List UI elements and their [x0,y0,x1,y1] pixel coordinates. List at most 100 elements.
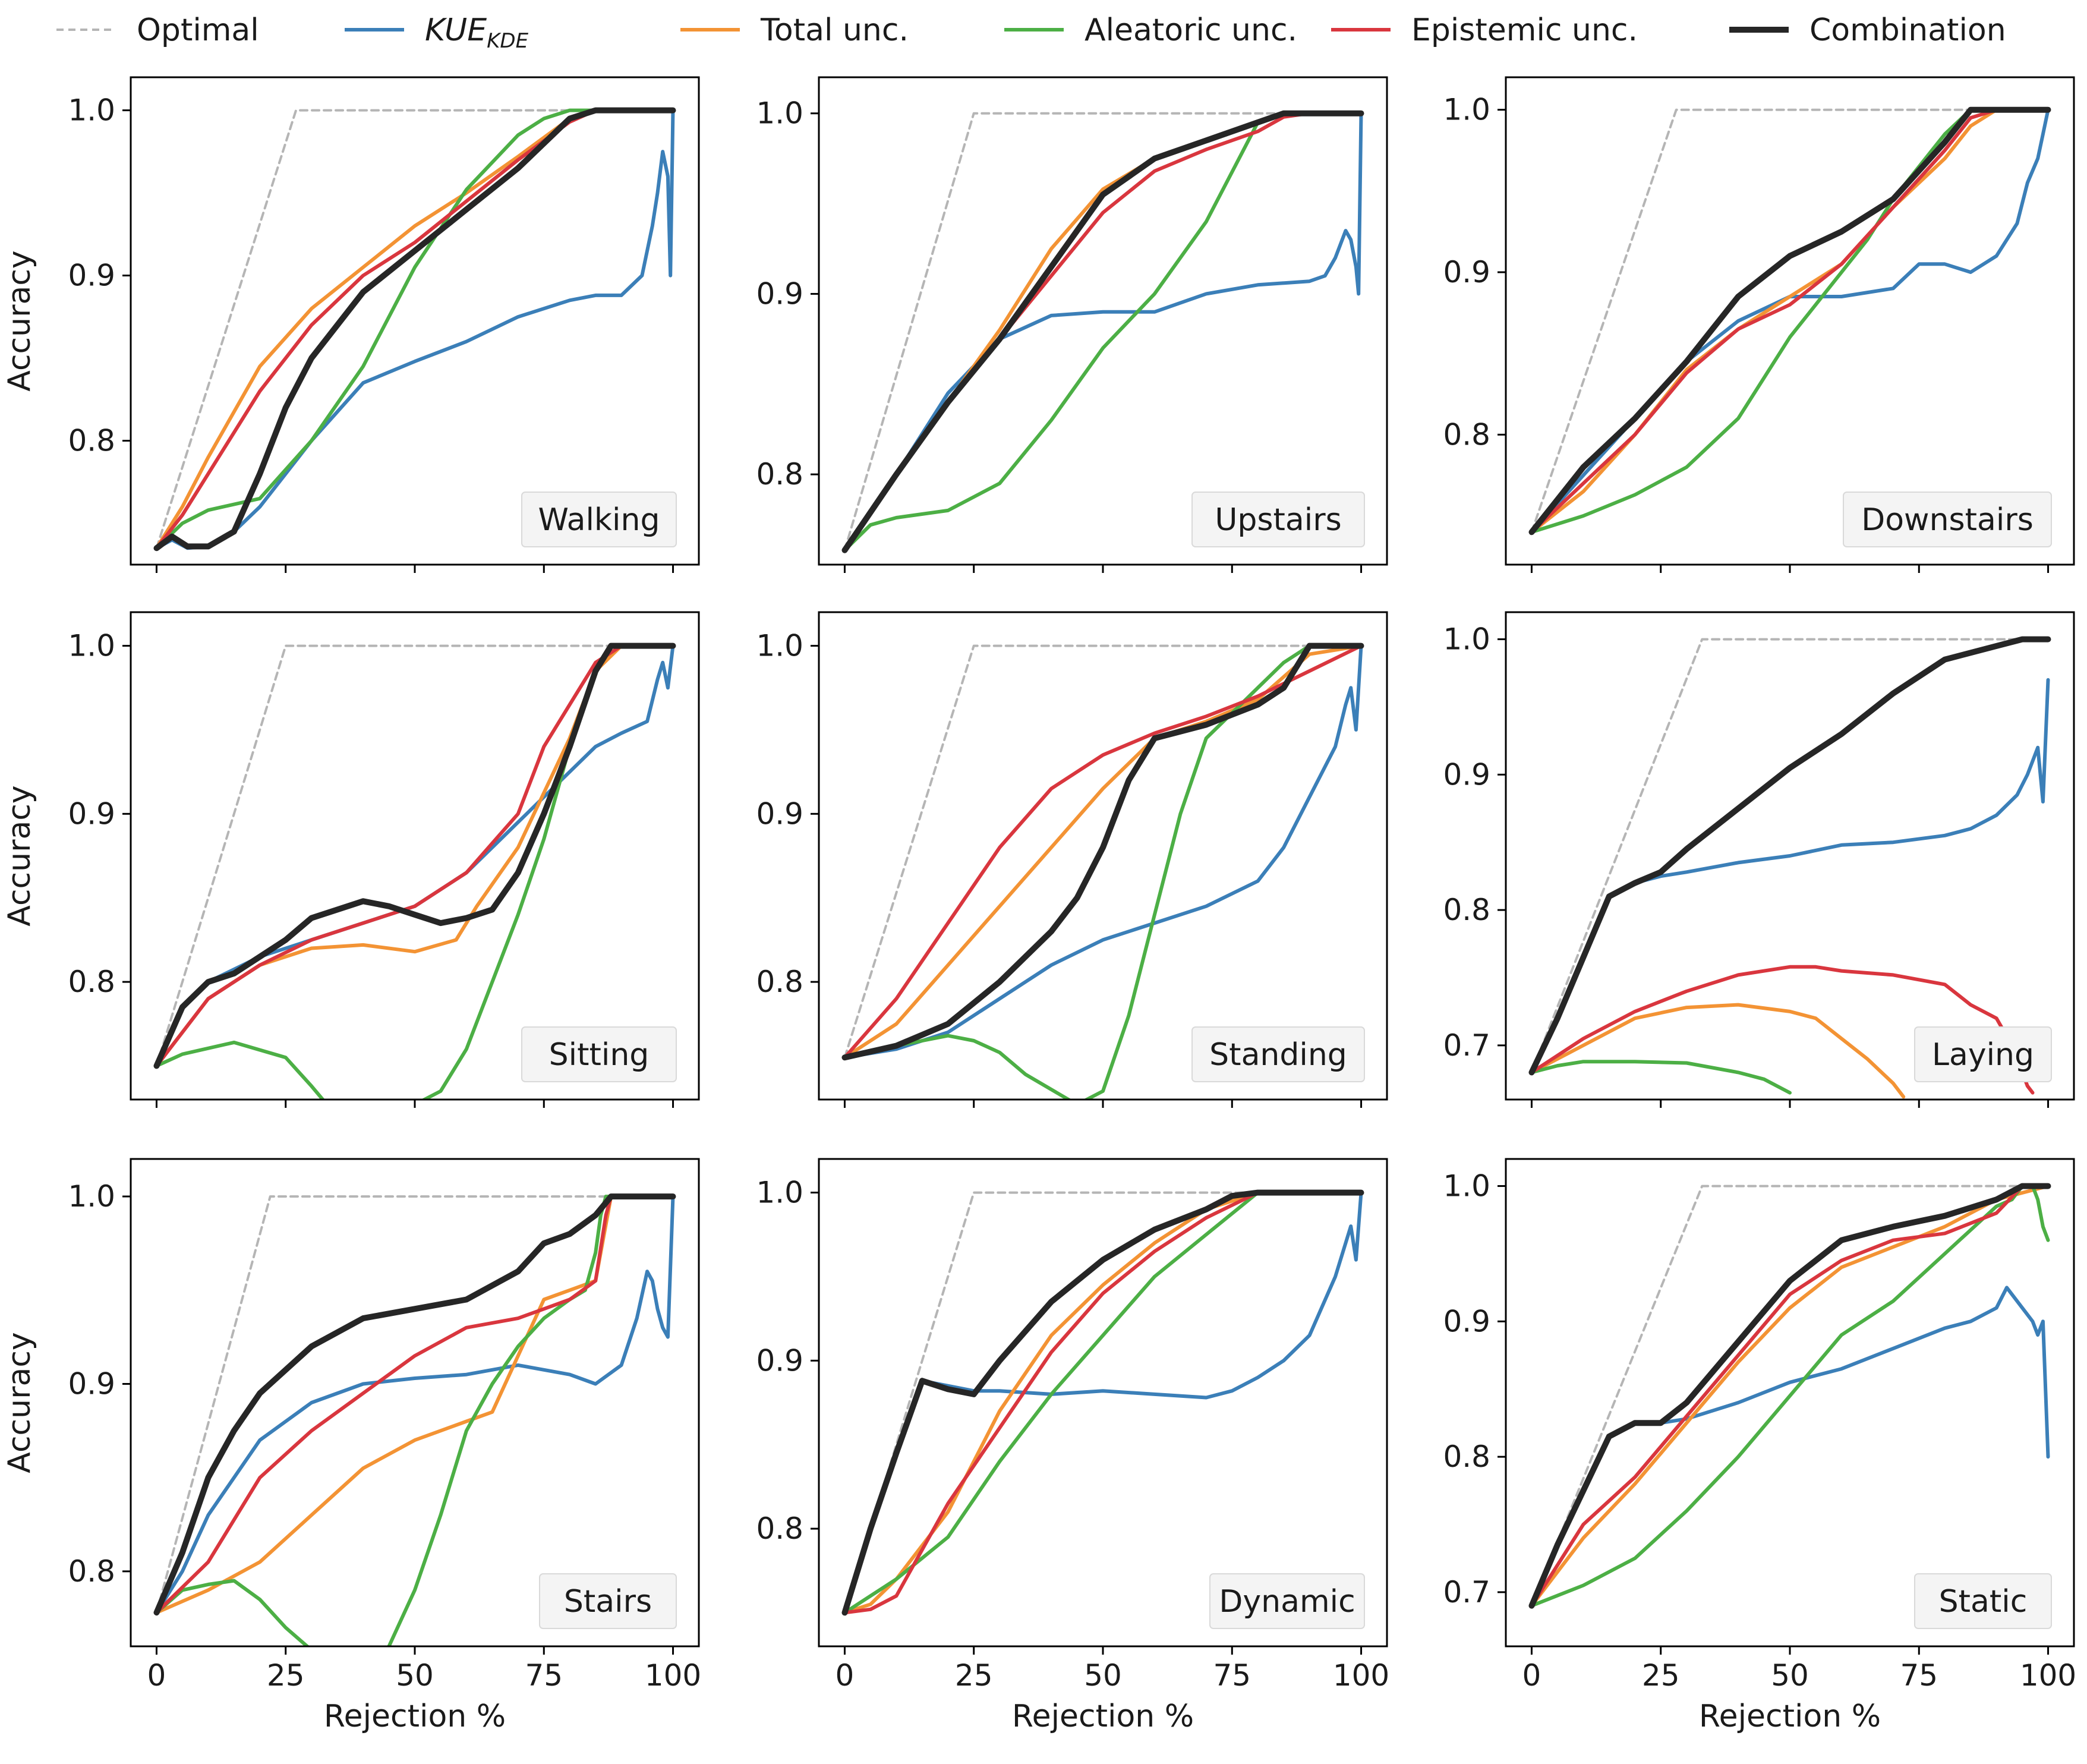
series-total-unc-downstairs [1530,108,2050,534]
series-total-unc-standing [843,644,1363,1060]
series-epistemic-unc-standing [843,644,1363,1060]
x-tick-label-dynamic-0: 0 [836,1658,855,1693]
series-total-unc-laying [1530,1003,1906,1099]
series-combination-walking [153,107,676,552]
y-tick-label-walking-0.9: 0.9 [68,259,115,293]
x-tick-label-stairs-50: 50 [396,1658,434,1693]
x-axis-label-static: Rejection % [1699,1699,1881,1734]
panel-label-stairs: Stairs [539,1573,677,1629]
series-kue-kde-walking [155,108,675,550]
series-kue-kde-laying [1530,678,2050,1075]
y-tick-label-laying-0.9: 0.9 [1443,757,1490,792]
series-aleatoric-unc-standing [843,644,1363,1100]
y-tick-label-upstairs-0.9: 0.9 [756,276,803,311]
panel-label-sitting: Sitting [521,1026,677,1082]
x-tick-label-dynamic-100: 100 [1333,1658,1389,1693]
series-total-unc-walking [155,108,675,550]
y-tick-label-sitting-0.8: 0.8 [68,965,115,999]
panel-label-static: Static [1914,1573,2052,1629]
series-kue-kde-standing [843,644,1363,1060]
y-tick-label-standing-0.8: 0.8 [756,965,803,999]
series-epistemic-unc-upstairs [843,111,1363,552]
y-tick-label-static-0.9: 0.9 [1443,1304,1490,1338]
panel-label-box-sitting [521,1026,677,1082]
panel-label-box-static [1914,1573,2052,1629]
y-tick-label-stairs-1.0: 1.0 [68,1179,115,1214]
panel-label-upstairs: Upstairs [1191,492,1365,547]
y-tick-label-standing-0.9: 0.9 [756,796,803,831]
y-tick-label-walking-1.0: 1.0 [68,93,115,128]
x-tick-label-static-25: 25 [1642,1658,1680,1693]
y-tick-label-dynamic-1.0: 1.0 [756,1176,803,1210]
series-optimal-downstairs [1530,108,2050,534]
series-total-unc-sitting [155,644,675,1068]
series-combination-stairs [153,1193,676,1616]
panel-series-sitting [153,642,676,1100]
y-tick-label-downstairs-0.8: 0.8 [1443,417,1490,452]
y-tick-label-stairs-0.9: 0.9 [68,1366,115,1401]
y-tick-label-laying-0.8: 0.8 [1443,893,1490,927]
series-aleatoric-unc-walking [155,108,675,550]
series-optimal-sitting [155,644,674,1067]
panel-label-dynamic: Dynamic [1209,1573,1365,1629]
legend-label-aleatoric-unc: Aleatoric unc. [1085,12,1297,48]
y-tick-label-stairs-0.8: 0.8 [68,1554,115,1589]
panel-label-box-laying [1914,1026,2052,1082]
panel-label-box-stairs [539,1573,677,1629]
series-aleatoric-unc-stairs [155,1195,675,1646]
panel-label-standing: Standing [1191,1026,1365,1082]
series-optimal-standing [843,644,1363,1059]
series-optimal-walking [155,109,674,550]
panel-label-box-walking [521,492,677,547]
panel-label-text-downstairs: Downstairs [1861,502,2034,538]
y-tick-label-walking-0.8: 0.8 [68,424,115,458]
panel-sitting: 0.8 0.9 1.0 Accuracy Sitting [2,611,700,1108]
y-axis-label-sitting: Accuracy [2,785,37,926]
panel-label-text-stairs: Stairs [564,1584,652,1620]
panel-downstairs: 0.8 0.9 1.0 Downstairs [1443,76,2075,573]
series-kue-kde-sitting [155,644,675,1068]
x-tick-label-dynamic-25: 25 [955,1658,993,1693]
panel-label-text-dynamic: Dynamic [1219,1584,1355,1620]
y-tick-label-downstairs-1.0: 1.0 [1443,93,1490,127]
panel-label-text-upstairs: Upstairs [1215,502,1341,538]
series-combination-standing [841,642,1364,1061]
y-axis-label-stairs: Accuracy [2,1332,37,1473]
x-axis-label-dynamic: Rejection % [1012,1699,1194,1734]
x-tick-label-stairs-75: 75 [525,1658,563,1693]
legend-entry-optimal: Optimal [56,12,259,48]
panel-label-walking: Walking [521,492,677,547]
panel-label-box-dynamic [1209,1573,1365,1629]
y-tick-label-sitting-0.9: 0.9 [68,796,115,831]
panel-laying: 0.7 0.8 0.9 1.0 Laying [1443,611,2075,1108]
panel-label-box-upstairs [1191,492,1365,547]
y-axis-label-walking: Accuracy [2,250,37,391]
legend-entry-kue-kde: KUEKDE [345,12,529,53]
y-tick-label-static-1.0: 1.0 [1443,1169,1490,1204]
panels: 0.8 0.9 1.0 Accuracy Walking 0.8 0.9 1.0 Upstair… [2,76,2076,1734]
panel-dynamic: 0.8 0.9 1.0 0 25 50 75 100 Rejection % Dynamic [756,1158,1389,1734]
series-aleatoric-unc-static [1530,1184,2050,1608]
series-kue-kde-static [1530,1286,2050,1608]
legend-label-total-unc: Total unc. [760,12,909,48]
legend-label-kue-kde: KUEKDE [425,12,529,53]
x-tick-label-dynamic-50: 50 [1084,1658,1122,1693]
panel-series-downstairs [1528,106,2051,536]
legend-entry-epistemic-unc: Epistemic unc. [1331,12,1638,48]
legend-label-combination: Combination [1809,12,2006,48]
x-tick-label-static-75: 75 [1900,1658,1938,1693]
panel-series-standing [841,642,1364,1100]
x-tick-label-static-0: 0 [1522,1658,1541,1693]
panel-series-walking [153,107,676,552]
series-aleatoric-unc-downstairs [1530,108,2050,534]
panel-label-box-standing [1191,1026,1365,1082]
panel-label-downstairs: Downstairs [1843,492,2052,547]
y-tick-label-static-0.8: 0.8 [1443,1439,1490,1474]
x-tick-label-dynamic-75: 75 [1213,1658,1251,1693]
series-combination-dynamic [841,1189,1364,1616]
legend: Optimal KUEKDE Total unc. Aleatoric unc. Epi… [56,12,2006,53]
y-tick-label-static-0.7: 0.7 [1443,1575,1490,1609]
panel-upstairs: 0.8 0.9 1.0 Upstairs [756,76,1388,573]
x-tick-label-stairs-25: 25 [267,1658,305,1693]
